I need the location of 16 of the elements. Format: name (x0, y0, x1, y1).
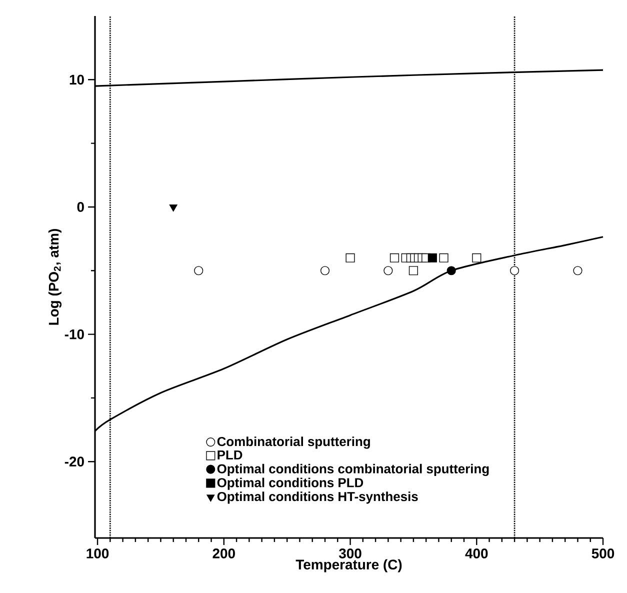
legend-label: Optimal conditions HT-synthesis (217, 492, 418, 504)
y-tick-label: 0 (77, 202, 84, 212)
legend-label: Combinatorial sputtering (217, 436, 370, 449)
y-tick-label: 10 (70, 74, 84, 85)
y-axis-title: Log (PO$_{2}$, atm) (48, 229, 62, 325)
x-tick-label: 500 (592, 548, 614, 558)
x-tick-label: 200 (212, 548, 235, 558)
x-axis-title: Temperature (C) (296, 559, 402, 572)
x-tick-label: 100 (86, 548, 109, 558)
x-tick-label: 300 (338, 548, 362, 558)
x-tick-label: 400 (465, 548, 488, 558)
y-tick-label: -20 (64, 456, 84, 467)
y-tick-label: -10 (64, 329, 84, 340)
legend-label: Optimal conditions combinatorial sputtering (217, 464, 489, 476)
legend-label: Optimal conditions PLD (217, 478, 364, 490)
legend-label: PLD (218, 450, 242, 460)
